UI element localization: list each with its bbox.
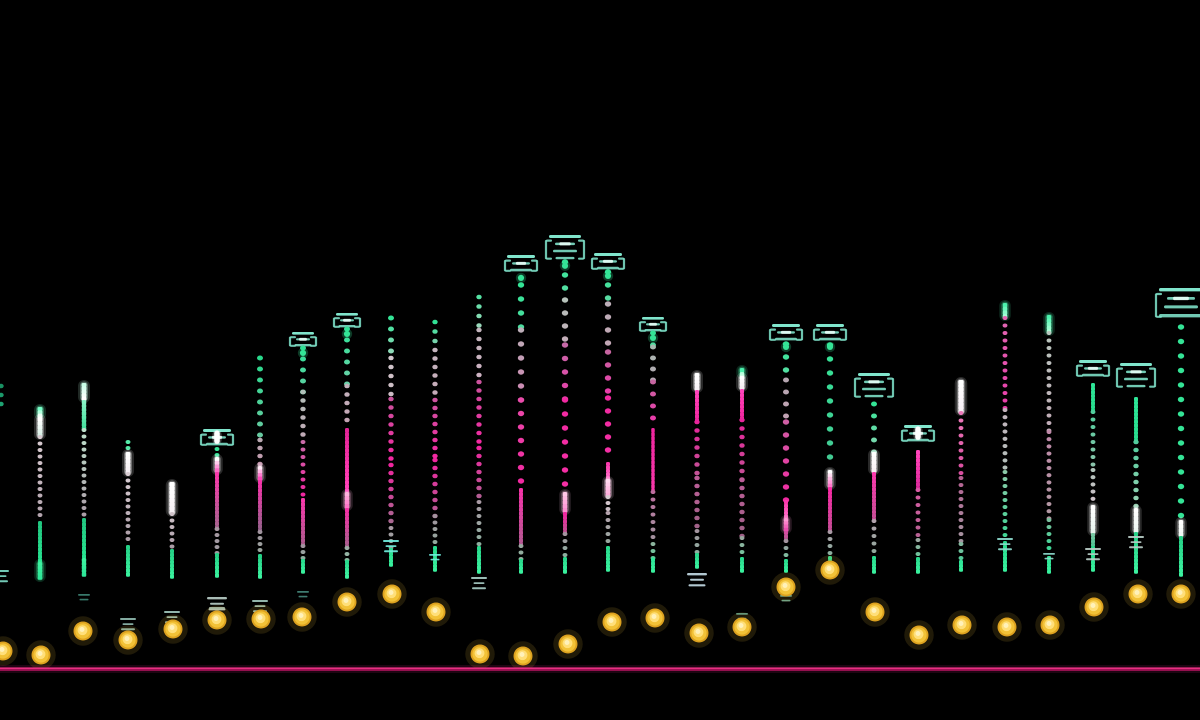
glow-dot bbox=[421, 597, 451, 627]
dot-column bbox=[1115, 363, 1157, 574]
glow-dot bbox=[158, 614, 188, 644]
dot-column bbox=[34, 404, 46, 582]
glow-dot bbox=[377, 579, 407, 609]
glow-dot bbox=[508, 641, 538, 671]
glow-dot bbox=[860, 597, 890, 627]
dot-column bbox=[503, 255, 539, 574]
glow-dot bbox=[992, 612, 1022, 642]
glow-dot bbox=[0, 636, 18, 666]
column-cap-glyph bbox=[199, 429, 235, 446]
dot-column bbox=[997, 300, 1013, 572]
glow-dot bbox=[815, 555, 845, 585]
dot-column bbox=[0, 383, 9, 583]
glow-dot bbox=[287, 602, 317, 632]
dot-column bbox=[120, 439, 136, 631]
baseline bbox=[0, 665, 1200, 673]
glow-dot bbox=[684, 618, 714, 648]
bottom-marker-glyph bbox=[383, 540, 399, 553]
dot-column bbox=[1043, 312, 1055, 574]
column-cap-glyph bbox=[1115, 363, 1157, 388]
dot-column bbox=[736, 365, 748, 620]
bottom-marker-glyph bbox=[1128, 536, 1144, 549]
glow-dot bbox=[26, 640, 56, 670]
dot-column bbox=[900, 425, 936, 574]
dot-column bbox=[590, 253, 626, 572]
glow-dot bbox=[465, 639, 495, 669]
dot-column bbox=[812, 324, 848, 575]
dot-column bbox=[164, 479, 180, 624]
column-cap-glyph bbox=[288, 332, 318, 359]
glow-dot bbox=[246, 604, 276, 634]
glow-dot bbox=[68, 616, 98, 646]
bottom-marker-glyph bbox=[687, 573, 707, 587]
column-cap-glyph bbox=[812, 324, 848, 353]
glow-dot bbox=[771, 572, 801, 602]
bottom-marker-glyph bbox=[471, 577, 487, 590]
dot-column bbox=[199, 429, 235, 620]
glow-dot bbox=[113, 625, 143, 655]
bottom-marker-glyph bbox=[997, 538, 1013, 551]
dot-column bbox=[768, 324, 804, 602]
glow-dot bbox=[1166, 579, 1196, 609]
column-cap-glyph bbox=[768, 324, 804, 353]
glow-dot bbox=[947, 610, 977, 640]
glow-dot bbox=[332, 587, 362, 617]
column-cap-glyph bbox=[1075, 360, 1111, 377]
column-cap-glyph bbox=[590, 253, 626, 282]
glow-dot bbox=[202, 605, 232, 635]
glow-dot bbox=[640, 603, 670, 633]
glow-dot bbox=[1035, 610, 1065, 640]
bottom-marker-glyph bbox=[0, 570, 9, 583]
dot-column bbox=[853, 373, 895, 574]
bottom-marker-glyph bbox=[429, 554, 441, 561]
dot-column bbox=[252, 355, 268, 613]
dot-column bbox=[687, 370, 707, 587]
dot-column bbox=[78, 380, 90, 601]
column-cap-glyph bbox=[332, 313, 362, 340]
dot-column bbox=[383, 315, 399, 567]
column-cap-glyph bbox=[853, 373, 895, 398]
bottom-marker-glyph bbox=[1085, 548, 1101, 561]
glow-dot bbox=[597, 607, 627, 637]
column-cap-glyph bbox=[638, 317, 668, 344]
glow-dot bbox=[727, 612, 757, 642]
dot-column bbox=[544, 235, 586, 574]
glow-dot bbox=[553, 629, 583, 659]
column-cap-glyph bbox=[1154, 288, 1200, 318]
column-cap-glyph bbox=[900, 425, 936, 442]
dot-column bbox=[1075, 360, 1111, 572]
dot-column bbox=[638, 317, 668, 573]
column-cap-glyph bbox=[503, 255, 539, 284]
dot-column bbox=[288, 332, 318, 598]
dot-column bbox=[332, 313, 362, 579]
dot-column bbox=[954, 377, 968, 572]
dot-column bbox=[429, 319, 441, 572]
bottom-marker-glyph bbox=[297, 591, 309, 598]
glow-dot bbox=[1079, 592, 1109, 622]
glow-dot bbox=[1123, 579, 1153, 609]
bottom-marker-glyph bbox=[78, 594, 90, 601]
bottom-marker-glyph bbox=[1043, 553, 1055, 560]
column-cap-glyph bbox=[544, 235, 586, 271]
dot-column bbox=[471, 294, 487, 590]
glow-dot bbox=[904, 620, 934, 650]
dot-column bbox=[1154, 288, 1200, 577]
